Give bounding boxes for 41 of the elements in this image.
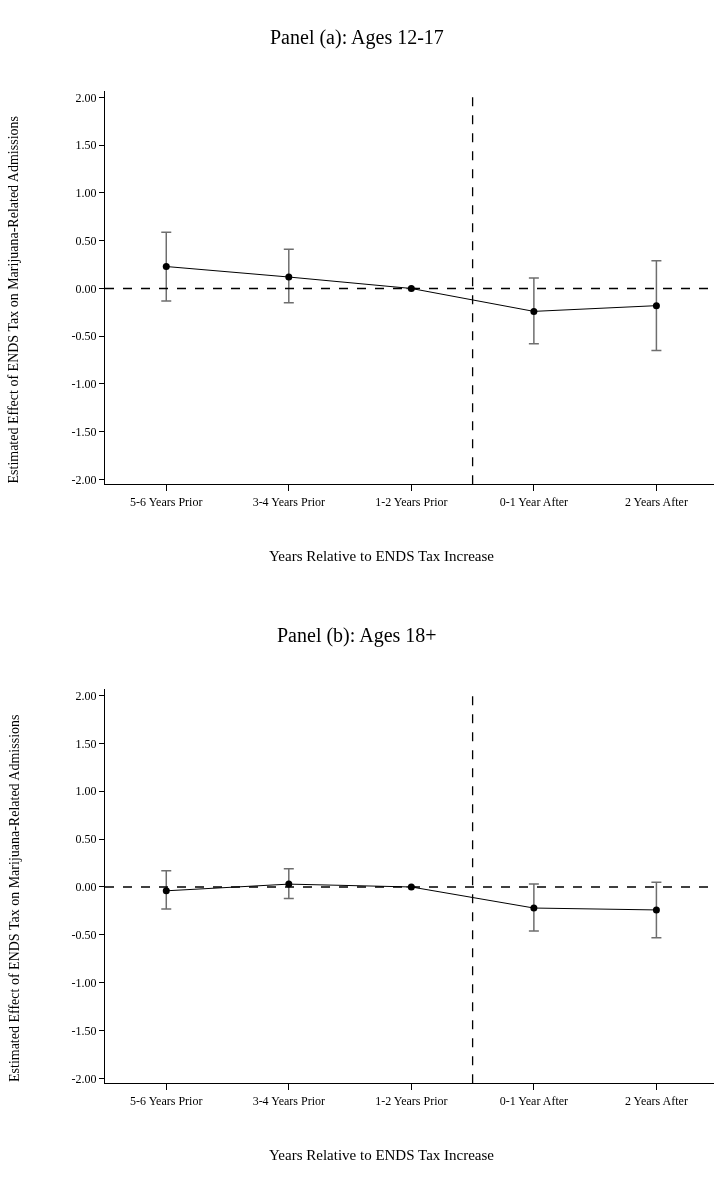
point bbox=[530, 307, 538, 315]
y-tick-label: -2.00 bbox=[71, 1071, 97, 1086]
point bbox=[652, 302, 660, 310]
point bbox=[162, 263, 170, 271]
y-tick-label: 0.50 bbox=[75, 832, 97, 847]
y-tick-label: -0.50 bbox=[71, 329, 97, 344]
x-axis-title: Years Relative to ENDS Tax Increase bbox=[269, 548, 495, 564]
y-tick-label: 1.00 bbox=[75, 186, 97, 201]
y-tick-label: 2.00 bbox=[75, 90, 97, 105]
x-tick-label: 5-6 Years Prior bbox=[130, 494, 203, 509]
x-tick-label: 5-6 Years Prior bbox=[130, 1093, 203, 1108]
point bbox=[530, 904, 538, 912]
y-tick-label: -1.50 bbox=[71, 424, 97, 439]
y-tick-label: -1.00 bbox=[71, 975, 97, 990]
x-tick-label: 1-2 Years Prior bbox=[375, 494, 448, 509]
x-tick-label: 2 Years After bbox=[624, 1093, 688, 1108]
chart-title: Panel (b): Ages 18+ bbox=[277, 624, 437, 647]
x-tick-label: 1-2 Years Prior bbox=[375, 1093, 448, 1108]
x-tick-label: 3-4 Years Prior bbox=[252, 1093, 325, 1108]
x-tick-label: 2 Years After bbox=[624, 494, 688, 509]
y-tick-label: -2.00 bbox=[71, 472, 97, 487]
y-tick-label: -1.00 bbox=[71, 377, 97, 392]
y-tick-label: 0.50 bbox=[75, 233, 97, 248]
x-tick-label: 0-1 Year After bbox=[499, 1093, 569, 1108]
y-tick-label: 2.00 bbox=[75, 688, 97, 703]
y-tick-label: 0.00 bbox=[75, 880, 97, 895]
y-axis-title: Estimated Effect of ENDS Tax on Marijuana-Related Admissions bbox=[6, 714, 22, 1083]
y-tick-label: -1.50 bbox=[71, 1023, 97, 1038]
y-tick-label: 1.50 bbox=[75, 736, 97, 751]
point bbox=[285, 273, 293, 281]
x-tick-label: 0-1 Year After bbox=[499, 494, 569, 509]
x-tick-label: 3-4 Years Prior bbox=[252, 494, 325, 509]
x-axis-title: Years Relative to ENDS Tax Increase bbox=[269, 1147, 495, 1163]
y-tick-label: 0.00 bbox=[75, 281, 97, 296]
y-tick-label: -0.50 bbox=[71, 928, 97, 943]
chart-title: Panel (a): Ages 12-17 bbox=[270, 26, 444, 49]
point bbox=[652, 906, 660, 914]
y-axis-title: Estimated Effect of ENDS Tax on Marijuana-Related Admissions bbox=[6, 116, 22, 484]
point bbox=[162, 887, 170, 895]
y-tick-label: 1.00 bbox=[75, 784, 97, 799]
y-tick-label: 1.50 bbox=[75, 138, 97, 153]
